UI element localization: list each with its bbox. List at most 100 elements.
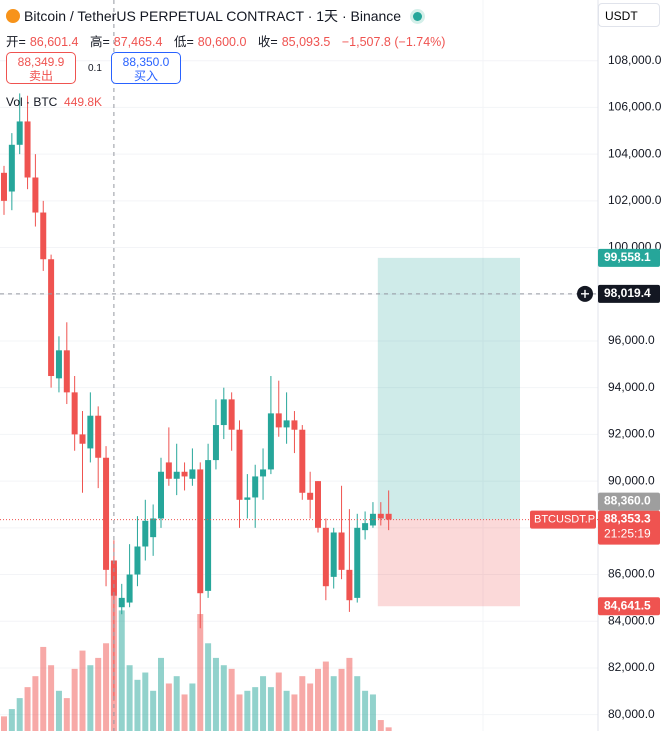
countdown: 21:25:19 (604, 527, 651, 541)
volume-bar (71, 668, 78, 731)
y-tick-label: 90,000.0 (608, 473, 655, 487)
volume-bar (244, 690, 251, 731)
candle-body (283, 420, 290, 428)
candle-body (16, 121, 23, 145)
open-value: 86,601.4 (29, 35, 79, 49)
volume-bar (275, 672, 282, 731)
candle-body (362, 523, 369, 531)
volume-bar (118, 610, 125, 731)
volume-bar (260, 676, 267, 731)
candle-body (244, 497, 251, 500)
candle-body (228, 399, 235, 430)
ohlc-row: 开= 86,601.4 高= 87,465.4 低= 80,600.0 收= 85,09… (6, 31, 449, 50)
volume-bar (362, 690, 369, 731)
volume-bar (299, 676, 306, 731)
currency-dropdown[interactable]: USDT (598, 3, 660, 27)
volume-bar (385, 727, 392, 731)
volume-bar (32, 676, 39, 731)
volume-title: Vol · BTC (6, 95, 58, 109)
candle-body (291, 420, 298, 430)
spread: 0.1 (88, 63, 102, 74)
candle-body (354, 527, 361, 598)
buy-button[interactable]: 88,350.0 买入 (111, 52, 181, 84)
candle-body (40, 212, 47, 260)
status-dot (412, 12, 422, 21)
price-label: 84,641.5 (604, 598, 651, 612)
buy-label: 买入 (133, 69, 158, 83)
volume-bar (181, 694, 188, 731)
candle-body (212, 425, 219, 461)
volume-bar (142, 672, 149, 731)
volume-bar (189, 683, 196, 731)
btc-icon (6, 9, 20, 23)
candle-body (173, 471, 180, 479)
candle-body (307, 492, 314, 500)
y-tick-label: 96,000.0 (608, 333, 655, 347)
volume-bar (87, 665, 94, 731)
volume-bar (354, 676, 361, 731)
symbol-tag-bg (530, 510, 596, 529)
candle-body (189, 469, 196, 479)
stop-zone (377, 519, 520, 607)
volume-bar (283, 690, 290, 731)
volume-bar (338, 668, 345, 731)
sell-button[interactable]: 88,349.9 卖出 (6, 52, 76, 84)
candle-body (142, 520, 149, 547)
volume-bar (236, 694, 243, 731)
candle-body (338, 532, 345, 570)
candle-body (252, 476, 259, 498)
price-label-bg (598, 284, 660, 303)
candle-body (103, 457, 110, 570)
low-key: 低= (173, 35, 194, 49)
volume-bar (212, 657, 219, 731)
candle-body (87, 415, 94, 449)
candle-body (315, 481, 321, 528)
volume-bar (126, 665, 133, 731)
price-label-bg (598, 248, 660, 267)
volume-bar (330, 676, 337, 731)
volume-bar (1, 716, 7, 731)
volume-bar (158, 657, 164, 731)
candle-body (197, 469, 204, 594)
volume-bar (134, 679, 141, 731)
buy-price: 88,350.0 (122, 55, 170, 69)
candle-body (8, 144, 15, 192)
price-label-bg (598, 597, 660, 616)
change: −1,507.8 (−1.74%) (341, 35, 446, 49)
volume-bar (79, 650, 86, 731)
volume-bar (48, 665, 55, 731)
candle-body (134, 546, 141, 575)
volume-bar (197, 614, 204, 731)
low-value: 80,600.0 (197, 35, 247, 49)
y-tick-label: 84,000.0 (608, 613, 655, 627)
sell-price: 88,349.9 (17, 55, 65, 69)
candle-body (377, 513, 384, 519)
volume-bar (267, 687, 274, 731)
close-value: 85,093.5 (281, 35, 331, 49)
candle-body (205, 460, 212, 591)
candle-body (322, 527, 329, 587)
y-tick-label: 106,000.0 (608, 100, 662, 114)
volume-value: 449.8K (64, 95, 103, 109)
volume-legend: Vol · BTC 449.8K (6, 95, 102, 109)
volume-bar (228, 668, 235, 731)
y-tick-label: 102,000.0 (608, 193, 662, 207)
symbol-title[interactable]: Bitcoin / TetherUS PERPETUAL CONTRACT · … (24, 8, 402, 24)
volume-bar (24, 687, 31, 731)
candle-body (126, 574, 133, 603)
y-tick-label: 80,000.0 (608, 707, 655, 721)
currency: USDT (605, 9, 638, 23)
candle-body (95, 415, 102, 458)
candle-body (71, 392, 78, 435)
volume-bar (369, 694, 376, 731)
candle-body (48, 259, 55, 377)
candle-body (220, 399, 227, 426)
price-label: 99,558.1 (604, 250, 651, 264)
volume-bar (220, 665, 227, 731)
volume-bar (165, 683, 172, 731)
volume-bar (205, 643, 212, 731)
volume-bar (55, 690, 62, 731)
symbol-tag: BTCUSDT.P (534, 513, 595, 525)
